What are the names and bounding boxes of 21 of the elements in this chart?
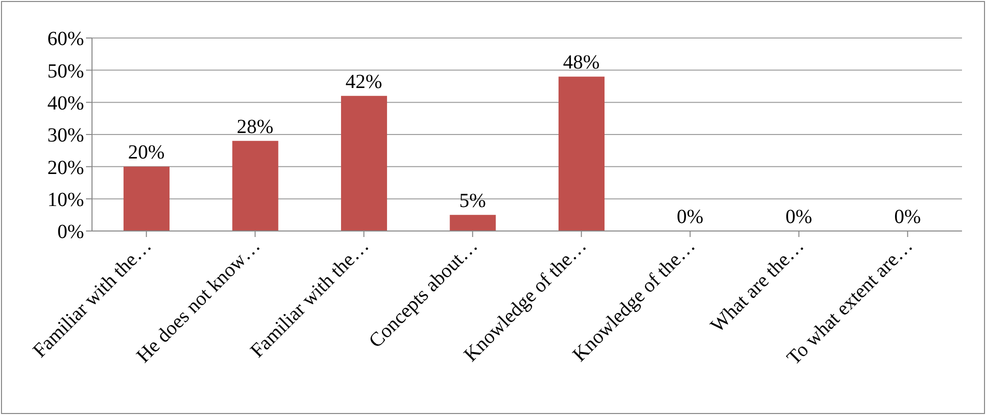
data-label: 0%	[894, 206, 921, 228]
data-label: 28%	[236, 116, 274, 138]
data-label: 0%	[786, 206, 812, 228]
y-tick-label: 40%	[47, 92, 84, 114]
bar	[341, 96, 388, 231]
y-tick-label: 10%	[47, 188, 84, 211]
bar	[450, 214, 496, 231]
y-tick-label: 60%	[47, 28, 84, 50]
data-label: 48%	[563, 52, 600, 74]
y-tick-label: 20%	[47, 156, 84, 179]
y-tick-label: 30%	[47, 124, 84, 147]
bar	[232, 140, 278, 231]
data-label: 42%	[346, 70, 382, 93]
data-label: 20%	[128, 142, 165, 164]
y-tick-label: 50%	[47, 60, 84, 82]
data-label: 5%	[459, 190, 486, 212]
y-tick-label: 0%	[57, 221, 84, 244]
data-label: 0%	[676, 206, 704, 228]
bar	[124, 166, 170, 231]
bar	[558, 76, 605, 231]
x-tick-label: What are the…	[706, 234, 808, 337]
